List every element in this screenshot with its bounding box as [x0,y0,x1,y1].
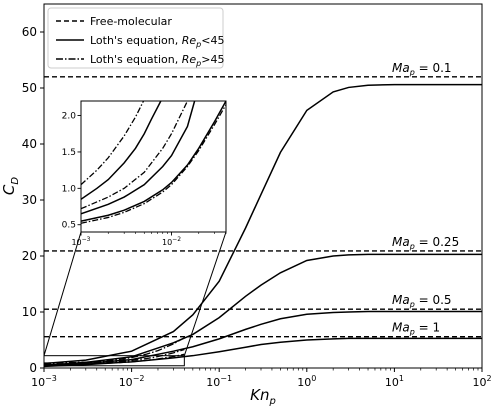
inset-x-tick-label-1: 10−2 [162,236,181,247]
inset-dashdot-line-0 [81,101,145,186]
loth-dashdot-line-1 [44,348,185,366]
inset-frame [80,100,227,233]
inset-y-tick-label-0: 0.5 [62,221,76,231]
inset-plot-area [81,101,226,224]
loth-solid-line-3 [44,337,482,368]
y-tick-label-5: 50 [22,81,37,95]
loth-solid-line-0 [44,83,482,365]
legend-box [47,7,224,69]
x-tick-label-3: 100 [297,374,316,389]
zoom-connector-left [43,231,82,356]
legend-label-0: Free-molecular [90,15,172,28]
y-axis-label: CD [0,177,21,195]
inset-dashdot-line-2 [81,104,226,224]
legend: Free-molecular Loth's equation, Rep<45 Lot… [47,7,224,69]
inset-x-tick-label-0: 10−3 [71,236,90,247]
ma-label-2: Map = 0.5 [392,293,452,309]
ma-label-1: Map = 0.25 [392,235,459,251]
x-tick-label-2: 10−1 [206,374,232,389]
x-axis-label: Knp [250,386,276,407]
loth-dashdot-line-2 [44,353,185,366]
inset-solid-line-1 [81,101,196,215]
loth-dashdot-line-0 [44,337,185,364]
x-tick-label-4: 101 [385,374,404,389]
y-tick-label-6: 60 [22,25,37,39]
ma-label-0: Map = 0.1 [392,61,452,77]
inset-y-tick-label-1: 1.0 [62,184,77,194]
inset-solid-line-0 [81,101,162,200]
legend-label-2: Loth's equation, Rep>45 [90,53,224,68]
plot-area [44,76,482,368]
y-tick-label-0: 0 [29,361,37,375]
x-tick-label-5: 102 [472,374,491,389]
loth-solid-line-1 [44,253,482,366]
y-tick-label-2: 20 [22,249,37,263]
legend-label-1: Loth's equation, Rep<45 [90,34,224,49]
y-tick-label-4: 40 [22,137,37,151]
x-tick-label-0: 10−3 [31,374,57,389]
zoom-region-box [43,355,185,367]
zoom-connector-right [183,231,227,356]
inset-axes: 10−3 10−2 0.5 1.0 1.5 2.0 [62,100,227,247]
y-tick-label-1: 10 [22,305,37,319]
axes-frame [43,3,483,369]
x-tick-label-1: 10−2 [119,374,145,389]
inset-background [81,101,226,232]
inset-y-tick-label-2: 1.5 [62,148,76,158]
inset-solid-line-2 [81,101,226,222]
inset-y-tick-label-3: 2.0 [62,112,77,122]
y-tick-label-3: 30 [22,193,37,207]
ma-label-3: Map = 1 [392,321,440,337]
inset-dashdot-line-1 [81,101,189,210]
